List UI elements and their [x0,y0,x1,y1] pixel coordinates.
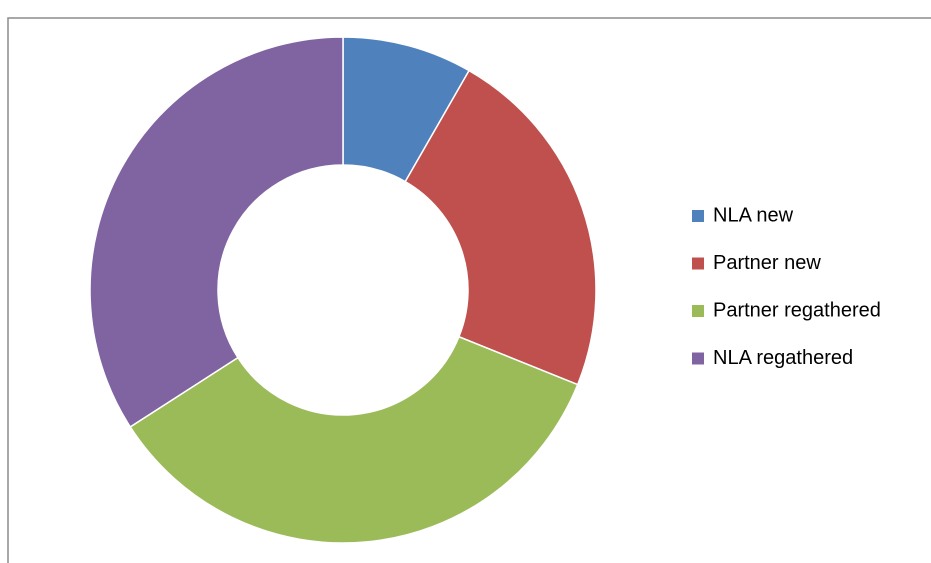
legend-swatch [692,210,704,222]
legend-label: NLA regathered [713,347,853,369]
legend-swatch [692,257,704,270]
legend-label: Partner new [713,252,821,274]
legend: NLA new Partner new Partner regathered NLA … [692,204,881,369]
slice [404,69,597,386]
slice [129,335,579,544]
legend-label: NLA new [713,204,794,226]
donut [89,36,597,544]
legend-label: Partner regathered [713,299,881,321]
slice [89,36,344,428]
legend-swatch [692,352,704,365]
legend-swatch [692,305,704,317]
